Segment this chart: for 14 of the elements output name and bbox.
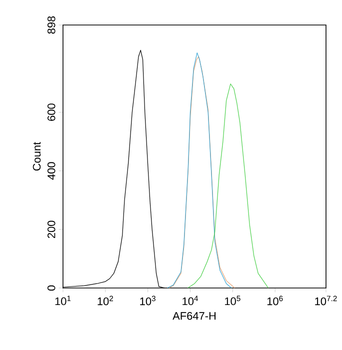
x-tick-label: 10$^{2}$ xyxy=(98,296,114,306)
y-tick-label: 200 xyxy=(48,220,56,238)
y-tick-label: 898 xyxy=(48,16,56,34)
x-axis-title: AF647-H xyxy=(172,312,216,320)
x-tick-label: 10$^{4}$ xyxy=(182,296,198,306)
x-tick-label: 10$^{1}$ xyxy=(55,296,71,306)
y-axis-title: Count xyxy=(32,142,41,171)
y-tick-label: 600 xyxy=(48,104,56,121)
x-tick-label: 10$^{5}$ xyxy=(225,296,240,306)
x-tick-label: 10$^{6}$ xyxy=(267,296,283,306)
y-tick-label: 0 xyxy=(48,285,56,291)
y-tick-label: 400 xyxy=(48,162,56,180)
x-tick-label: 10$^{3}$ xyxy=(140,296,156,306)
x-tick-label: 10$^{7.2}$ xyxy=(315,296,337,306)
